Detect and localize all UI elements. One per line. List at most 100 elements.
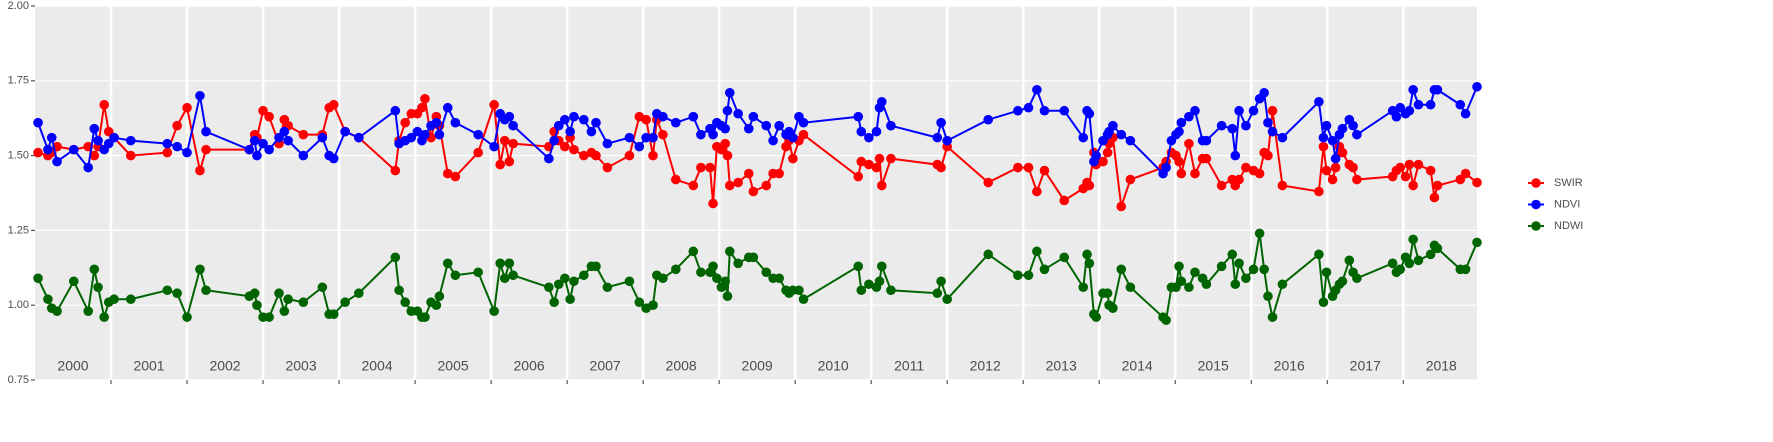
point	[1277, 132, 1288, 143]
point	[394, 285, 404, 296]
point	[936, 276, 946, 287]
point	[798, 294, 809, 305]
point	[1084, 180, 1095, 191]
point	[1404, 159, 1415, 170]
point	[579, 150, 589, 161]
point	[696, 162, 706, 173]
point	[1241, 162, 1251, 173]
point	[1116, 201, 1127, 212]
point	[283, 294, 293, 305]
point	[1082, 249, 1092, 260]
point	[871, 162, 882, 173]
point	[68, 144, 79, 155]
point	[109, 132, 119, 143]
point	[641, 132, 651, 143]
point	[1108, 303, 1118, 313]
point	[602, 162, 613, 173]
point	[495, 159, 506, 170]
y-tick-label: 1.00	[8, 299, 29, 311]
point	[634, 297, 645, 308]
point	[125, 135, 136, 146]
point	[1321, 120, 1332, 131]
point	[504, 111, 515, 122]
point	[1395, 264, 1406, 275]
point	[46, 132, 57, 143]
point	[1460, 108, 1471, 119]
point	[658, 111, 668, 122]
point	[602, 138, 613, 149]
point	[1413, 99, 1424, 110]
point	[1254, 228, 1265, 239]
point	[1277, 180, 1288, 191]
point	[591, 261, 601, 272]
point	[390, 105, 401, 116]
point	[434, 129, 445, 140]
point	[68, 276, 79, 287]
point	[109, 294, 119, 305]
point	[553, 120, 564, 131]
point	[328, 153, 339, 164]
year-label: 2013	[1046, 358, 1077, 374]
point	[1425, 99, 1436, 110]
point	[83, 306, 94, 316]
point	[450, 171, 461, 182]
point	[1267, 126, 1278, 137]
legend-marker	[1531, 178, 1541, 188]
point	[768, 135, 778, 146]
point	[43, 144, 53, 155]
point	[93, 135, 103, 146]
point	[853, 171, 864, 182]
point	[560, 141, 570, 152]
point	[708, 261, 718, 272]
legend-marker	[1531, 221, 1541, 231]
point	[1263, 117, 1273, 128]
point	[328, 309, 339, 319]
point	[390, 252, 401, 263]
point	[774, 120, 784, 131]
point	[1230, 279, 1241, 290]
point	[1059, 252, 1070, 263]
point	[340, 126, 350, 137]
point	[936, 117, 946, 128]
point	[624, 276, 635, 287]
point	[182, 102, 192, 113]
point	[724, 87, 735, 98]
point	[1098, 156, 1108, 167]
point	[400, 117, 410, 128]
point	[1337, 123, 1348, 134]
point	[1267, 312, 1278, 322]
point	[52, 306, 62, 316]
point	[1321, 267, 1332, 278]
point	[1408, 234, 1418, 245]
point	[162, 285, 173, 296]
point	[354, 288, 364, 299]
point	[886, 120, 896, 131]
point	[489, 99, 499, 110]
point	[1432, 180, 1443, 191]
point	[648, 150, 658, 161]
point	[1216, 180, 1227, 191]
point	[201, 126, 211, 137]
point	[705, 162, 715, 173]
point	[1102, 288, 1113, 299]
point	[1254, 168, 1265, 179]
point	[1174, 126, 1184, 137]
point	[412, 126, 423, 137]
point	[1263, 150, 1273, 161]
point	[1241, 273, 1251, 284]
point	[489, 306, 499, 316]
point	[1248, 264, 1259, 275]
point	[1318, 132, 1329, 143]
legend-label: NDWI	[1554, 220, 1583, 232]
point	[1348, 162, 1358, 173]
point	[720, 138, 731, 149]
point	[864, 159, 874, 170]
point	[249, 135, 260, 146]
point	[340, 297, 350, 308]
point	[442, 168, 453, 179]
point	[877, 180, 887, 191]
point	[648, 132, 658, 143]
point	[1259, 264, 1269, 275]
point	[942, 135, 952, 146]
point	[743, 168, 754, 179]
